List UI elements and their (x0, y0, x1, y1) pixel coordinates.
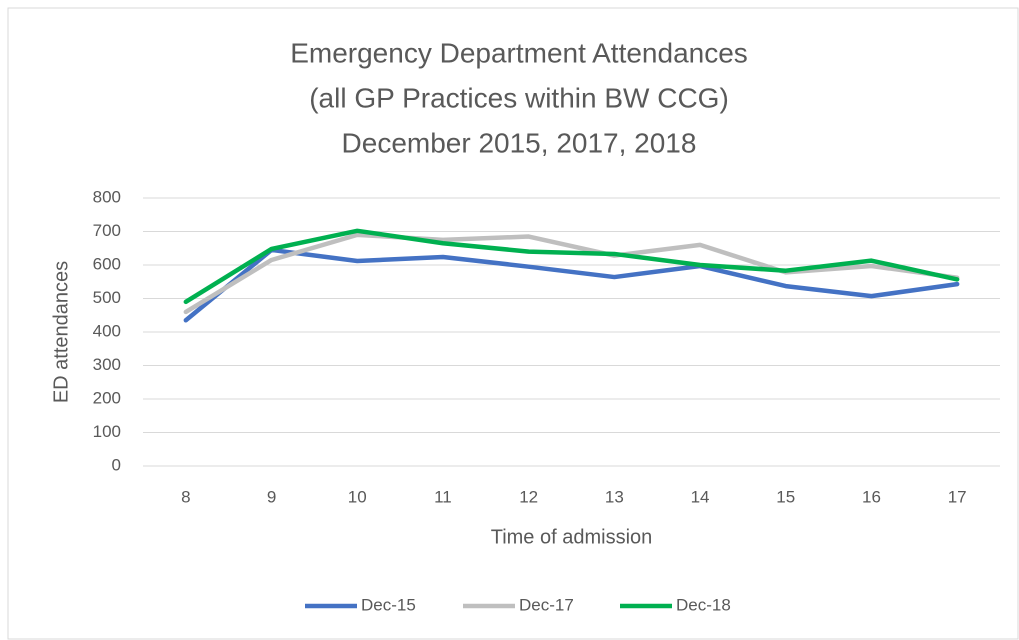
x-tick-label: 8 (181, 487, 190, 506)
y-tick-label: 300 (93, 355, 121, 374)
y-tick-label: 600 (93, 254, 121, 273)
y-tick-label: 700 (93, 221, 121, 240)
x-tick-label: 10 (348, 487, 367, 506)
x-axis-label: Time of admission (491, 526, 653, 548)
x-tick-label: 13 (605, 487, 624, 506)
y-tick-label: 500 (93, 288, 121, 307)
x-tick-label: 12 (519, 487, 538, 506)
y-tick-label: 800 (93, 187, 121, 206)
chart-title: December 2015, 2017, 2018 (342, 127, 697, 158)
line-series (183, 232, 960, 315)
chart-title: (all GP Practices within BW CCG) (309, 82, 729, 113)
x-tick-label: 9 (267, 487, 276, 506)
x-tick-label: 15 (776, 487, 795, 506)
line-series (183, 247, 960, 323)
x-tick-label: 14 (691, 487, 710, 506)
y-tick-label: 400 (93, 321, 121, 340)
y-tick-label: 200 (93, 388, 121, 407)
line-series (183, 228, 960, 305)
legend-label: Dec-17 (519, 595, 574, 614)
chart-frame (7, 7, 1019, 640)
legend-label: Dec-15 (361, 595, 416, 614)
chart-title: Emergency Department Attendances (290, 37, 748, 68)
x-tick-label: 17 (948, 487, 967, 506)
y-axis-label: ED attendances (50, 261, 72, 403)
legend-label: Dec-18 (676, 595, 731, 614)
y-tick-label: 100 (93, 422, 121, 441)
x-tick-label: 11 (434, 487, 452, 506)
y-tick-label: 0 (112, 455, 121, 474)
x-tick-label: 16 (862, 487, 881, 506)
